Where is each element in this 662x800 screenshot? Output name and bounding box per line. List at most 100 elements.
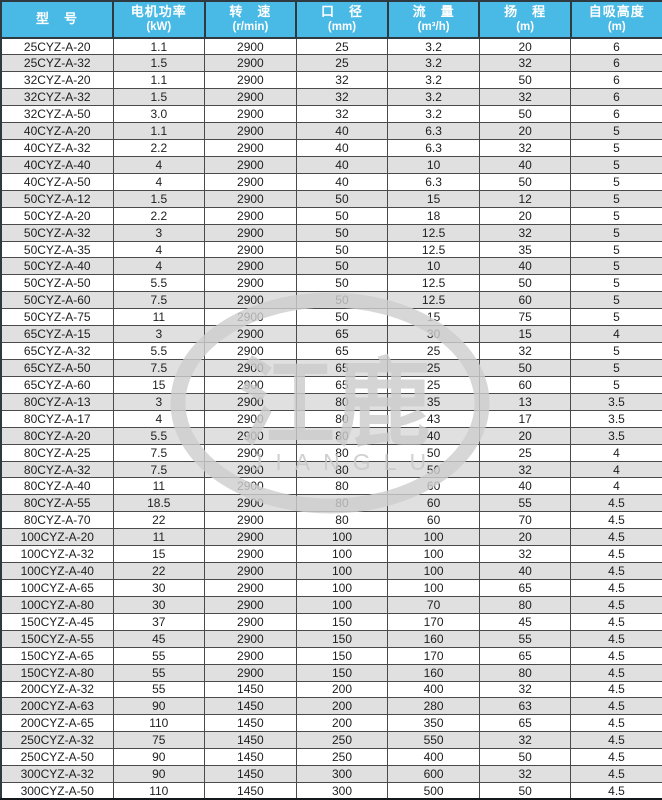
value-cell: 90 xyxy=(112,697,206,716)
model-cell: 100CYZ-A-40 xyxy=(0,562,114,580)
model-cell: 80CYZ-A-13 xyxy=(0,392,114,411)
value-cell: 5 xyxy=(570,274,662,293)
value-cell: 40 xyxy=(478,477,572,496)
value-cell: 300 xyxy=(295,765,389,784)
table-body: 25CYZ-A-20 1.1 2900 25 3.2 20 6 25CYZ-A-32 1.5 29… xyxy=(0,37,662,800)
value-cell: 50 xyxy=(387,443,480,462)
value-cell: 2900 xyxy=(204,375,297,394)
value-cell: 4 xyxy=(112,155,206,174)
table-row: 25CYZ-A-32 1.5 2900 25 3.2 32 6 xyxy=(0,54,662,73)
value-cell: 55 xyxy=(478,629,572,648)
value-cell: 5.5 xyxy=(112,426,206,445)
value-cell: 160 xyxy=(387,629,480,648)
value-cell: 200 xyxy=(295,714,389,733)
value-cell: 32 xyxy=(295,88,389,107)
value-cell: 6 xyxy=(570,54,662,73)
value-cell: 4.5 xyxy=(570,680,662,699)
value-cell: 55 xyxy=(112,663,206,682)
value-cell: 12.5 xyxy=(387,291,480,310)
value-cell: 60 xyxy=(387,477,480,496)
value-cell: 5 xyxy=(570,155,662,174)
value-cell: 200 xyxy=(295,680,389,699)
model-cell: 300CYZ-A-32 xyxy=(0,765,114,784)
value-cell: 2900 xyxy=(204,88,297,107)
value-cell: 1.5 xyxy=(112,54,206,73)
model-cell: 80CYZ-A-40 xyxy=(0,477,114,496)
value-cell: 2900 xyxy=(204,426,297,445)
value-cell: 32 xyxy=(295,71,389,90)
value-cell: 50 xyxy=(295,223,389,242)
value-cell: 50 xyxy=(295,308,389,327)
value-cell: 20 xyxy=(478,528,572,547)
value-cell: 250 xyxy=(295,748,389,767)
table-row: 150CYZ-A-45 37 2900 150 170 45 4.5 xyxy=(0,612,662,631)
value-cell: 2900 xyxy=(204,122,297,141)
table-row: 150CYZ-A-65 55 2900 150 170 65 4.5 xyxy=(0,646,662,665)
value-cell: 5.5 xyxy=(112,274,206,293)
value-cell: 150 xyxy=(295,612,389,631)
model-cell: 150CYZ-A-55 xyxy=(0,629,114,648)
table-row: 150CYZ-A-55 45 2900 150 160 55 4.5 xyxy=(0,629,662,648)
model-cell: 200CYZ-A-63 xyxy=(0,697,114,716)
value-cell: 50 xyxy=(295,240,389,259)
value-cell: 4.5 xyxy=(570,562,662,580)
value-cell: 3.5 xyxy=(570,392,662,411)
model-cell: 200CYZ-A-32 xyxy=(0,680,114,699)
value-cell: 4 xyxy=(112,172,206,191)
value-cell: 1450 xyxy=(204,680,297,699)
value-cell: 15 xyxy=(112,375,206,394)
column-unit: (m³/h) xyxy=(417,21,450,34)
value-cell: 18.5 xyxy=(112,494,206,513)
value-cell: 65 xyxy=(295,359,389,377)
value-cell: 45 xyxy=(478,612,572,631)
model-cell: 50CYZ-A-50 xyxy=(0,274,114,293)
value-cell: 7.5 xyxy=(112,443,206,462)
value-cell: 20 xyxy=(478,122,572,141)
value-cell: 60 xyxy=(387,494,480,513)
column-title: 自吸高度 xyxy=(588,4,645,20)
table-row: 300CYZ-A-50 110 1450 300 500 50 4.5 xyxy=(0,782,662,800)
value-cell: 4.5 xyxy=(570,612,662,631)
value-cell: 40 xyxy=(295,172,389,191)
model-cell: 65CYZ-A-50 xyxy=(0,359,114,377)
value-cell: 12 xyxy=(478,189,572,208)
value-cell: 4 xyxy=(112,257,206,276)
value-cell: 1450 xyxy=(204,782,297,800)
value-cell: 40 xyxy=(478,257,572,276)
value-cell: 7.5 xyxy=(112,460,206,479)
value-cell: 300 xyxy=(295,782,389,800)
value-cell: 50 xyxy=(478,748,572,767)
value-cell: 1450 xyxy=(204,748,297,767)
model-cell: 100CYZ-A-32 xyxy=(0,545,114,564)
value-cell: 1450 xyxy=(204,731,297,750)
value-cell: 22 xyxy=(112,562,206,580)
value-cell: 75 xyxy=(112,731,206,750)
value-cell: 12.5 xyxy=(387,223,480,242)
column-unit: (m) xyxy=(607,21,626,34)
value-cell: 3.2 xyxy=(387,37,480,56)
value-cell: 100 xyxy=(295,545,389,564)
model-cell: 65CYZ-A-15 xyxy=(0,325,114,344)
value-cell: 4.5 xyxy=(570,629,662,648)
value-cell: 20 xyxy=(478,206,572,225)
value-cell: 5 xyxy=(570,206,662,225)
value-cell: 1.1 xyxy=(112,122,206,141)
table-row: 250CYZ-A-32 75 1450 250 550 32 4.5 xyxy=(0,731,662,750)
model-cell: 40CYZ-A-50 xyxy=(0,172,114,191)
model-cell: 50CYZ-A-20 xyxy=(0,206,114,225)
value-cell: 10 xyxy=(387,257,480,276)
value-cell: 65 xyxy=(478,579,572,597)
value-cell: 5 xyxy=(570,375,662,394)
value-cell: 3.2 xyxy=(387,54,480,73)
value-cell: 4.5 xyxy=(570,595,662,614)
value-cell: 2900 xyxy=(204,359,297,377)
value-cell: 3.5 xyxy=(570,426,662,445)
table-row: 50CYZ-A-12 1.5 2900 50 15 12 5 xyxy=(0,189,662,208)
header-row: 型 号电机功率 (kW) 转 速 (r/min) 口 径 (mm) 流 量 (m³/h) 扬 程… xyxy=(0,0,662,39)
value-cell: 100 xyxy=(295,562,389,580)
model-cell: 25CYZ-A-32 xyxy=(0,54,114,73)
value-cell: 100 xyxy=(387,528,480,547)
value-cell: 2.2 xyxy=(112,139,206,157)
value-cell: 2900 xyxy=(204,71,297,90)
